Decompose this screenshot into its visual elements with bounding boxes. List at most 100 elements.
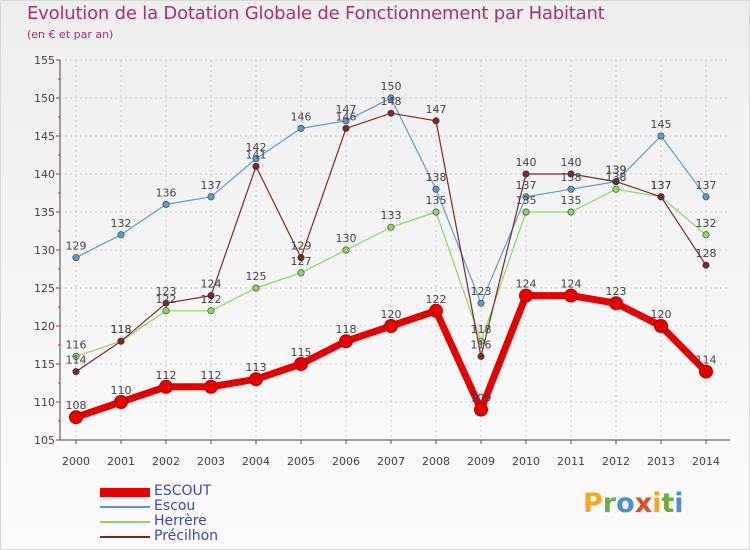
- data-point-herrère: [432, 208, 440, 216]
- data-label-escou: 132: [111, 217, 132, 230]
- data-label-escou: 123: [471, 285, 492, 298]
- data-point-escou: [702, 193, 710, 201]
- logo-letter: i: [652, 488, 662, 519]
- legend-swatch: [100, 506, 150, 508]
- y-tick-label: 115: [34, 358, 55, 371]
- x-tick-label: 2013: [647, 455, 675, 468]
- data-label-précilhon: 148: [381, 95, 402, 108]
- legend-item-précilhon: Précilhon: [100, 529, 300, 544]
- data-label-herrère: 135: [561, 194, 582, 207]
- data-point-précilhon: [522, 170, 530, 178]
- data-label-escou: 150: [381, 80, 402, 93]
- x-tick-label: 2014: [692, 455, 720, 468]
- data-label-herrère: 135: [516, 194, 537, 207]
- chart-title: Evolution de la Dotation Globale de Fonc…: [27, 3, 605, 24]
- data-label-herrère: 132: [696, 217, 717, 230]
- data-label-escout: 122: [426, 293, 447, 306]
- data-label-précilhon: 123: [156, 285, 177, 298]
- data-label-escout: 120: [651, 308, 672, 321]
- data-label-escou: 146: [291, 110, 312, 123]
- data-label-escout: 124: [561, 278, 582, 291]
- data-point-escou: [432, 185, 440, 193]
- data-label-escou: 137: [201, 179, 222, 192]
- x-tick-label: 2003: [197, 455, 225, 468]
- logo-letter: i: [674, 488, 684, 519]
- data-point-escout: [429, 303, 443, 318]
- logo-letter: r: [602, 488, 617, 519]
- data-point-escou: [522, 193, 530, 201]
- data-label-précilhon: 116: [471, 338, 492, 351]
- data-label-escout: 118: [336, 323, 357, 336]
- data-point-escou: [297, 124, 305, 132]
- y-tick-label: 135: [34, 206, 55, 219]
- legend-label: Escou: [154, 498, 196, 514]
- logo-letter: P: [583, 488, 603, 519]
- data-point-escout: [519, 288, 533, 303]
- data-label-herrère: 122: [156, 293, 177, 306]
- data-point-escou: [567, 185, 575, 193]
- data-point-précilhon: [162, 299, 170, 307]
- data-label-escou: 138: [426, 171, 447, 184]
- data-label-précilhon: 137: [651, 179, 672, 192]
- data-label-précilhon: 114: [66, 354, 87, 367]
- data-label-escout: 123: [606, 285, 627, 298]
- data-label-précilhon: 147: [426, 103, 447, 116]
- data-point-herrère: [252, 284, 260, 292]
- data-point-herrère: [522, 208, 530, 216]
- x-tick-label: 2008: [422, 455, 450, 468]
- x-tick-label: 2007: [377, 455, 405, 468]
- x-tick-label: 2006: [332, 455, 360, 468]
- x-tick-label: 2011: [557, 455, 585, 468]
- y-tick-label: 105: [34, 434, 55, 447]
- data-label-escout: 114: [696, 354, 717, 367]
- data-label-escout: 120: [381, 308, 402, 321]
- data-point-escout: [69, 410, 83, 425]
- data-label-escout: 113: [246, 361, 267, 374]
- data-point-herrère: [342, 246, 350, 254]
- legend-item-herrère: Herrère: [100, 514, 300, 529]
- data-point-herrère: [612, 185, 620, 193]
- legend-item-escout: ESCOUT: [100, 484, 300, 499]
- data-label-herrère: 118: [111, 323, 132, 336]
- chart-legend: ESCOUT Escou Herrère Précilhon: [100, 484, 300, 544]
- data-point-précilhon: [252, 162, 260, 170]
- y-tick-label: 140: [34, 168, 55, 181]
- data-point-escout: [609, 296, 623, 311]
- data-label-précilhon: 128: [696, 247, 717, 260]
- x-tick-label: 2004: [242, 455, 270, 468]
- data-label-escout: 124: [516, 278, 537, 291]
- proxiti-logo: Proxiti: [583, 488, 684, 519]
- data-label-précilhon: 141: [246, 148, 267, 161]
- data-point-précilhon: [432, 117, 440, 125]
- legend-swatch: [100, 536, 150, 538]
- data-point-précilhon: [477, 352, 485, 360]
- data-label-escout: 110: [111, 384, 132, 397]
- data-point-herrère: [567, 208, 575, 216]
- y-tick-label: 145: [34, 130, 55, 143]
- data-point-précilhon: [207, 292, 215, 300]
- data-point-précilhon: [297, 254, 305, 262]
- data-label-précilhon: 139: [606, 164, 627, 177]
- legend-item-escou: Escou: [100, 499, 300, 514]
- data-point-escout: [384, 319, 398, 333]
- data-point-précilhon: [612, 178, 620, 186]
- data-label-escou: 142: [246, 141, 267, 154]
- y-tick-label: 155: [34, 54, 55, 67]
- data-label-escout: 112: [201, 369, 222, 382]
- data-point-herrère: [162, 307, 170, 315]
- data-label-précilhon: 146: [336, 110, 357, 123]
- data-point-escout: [204, 379, 218, 394]
- data-label-précilhon: 140: [561, 156, 582, 169]
- data-label-précilhon: 140: [516, 156, 537, 169]
- data-point-précilhon: [342, 124, 350, 132]
- data-label-herrère: 127: [291, 255, 312, 268]
- data-label-herrère: 135: [426, 194, 447, 207]
- data-point-herrère: [72, 352, 80, 360]
- data-point-escou: [342, 117, 350, 125]
- data-point-précilhon: [657, 193, 665, 201]
- y-tick-label: 120: [34, 320, 55, 333]
- data-label-escou: 147: [336, 103, 357, 116]
- data-point-escou: [162, 200, 170, 208]
